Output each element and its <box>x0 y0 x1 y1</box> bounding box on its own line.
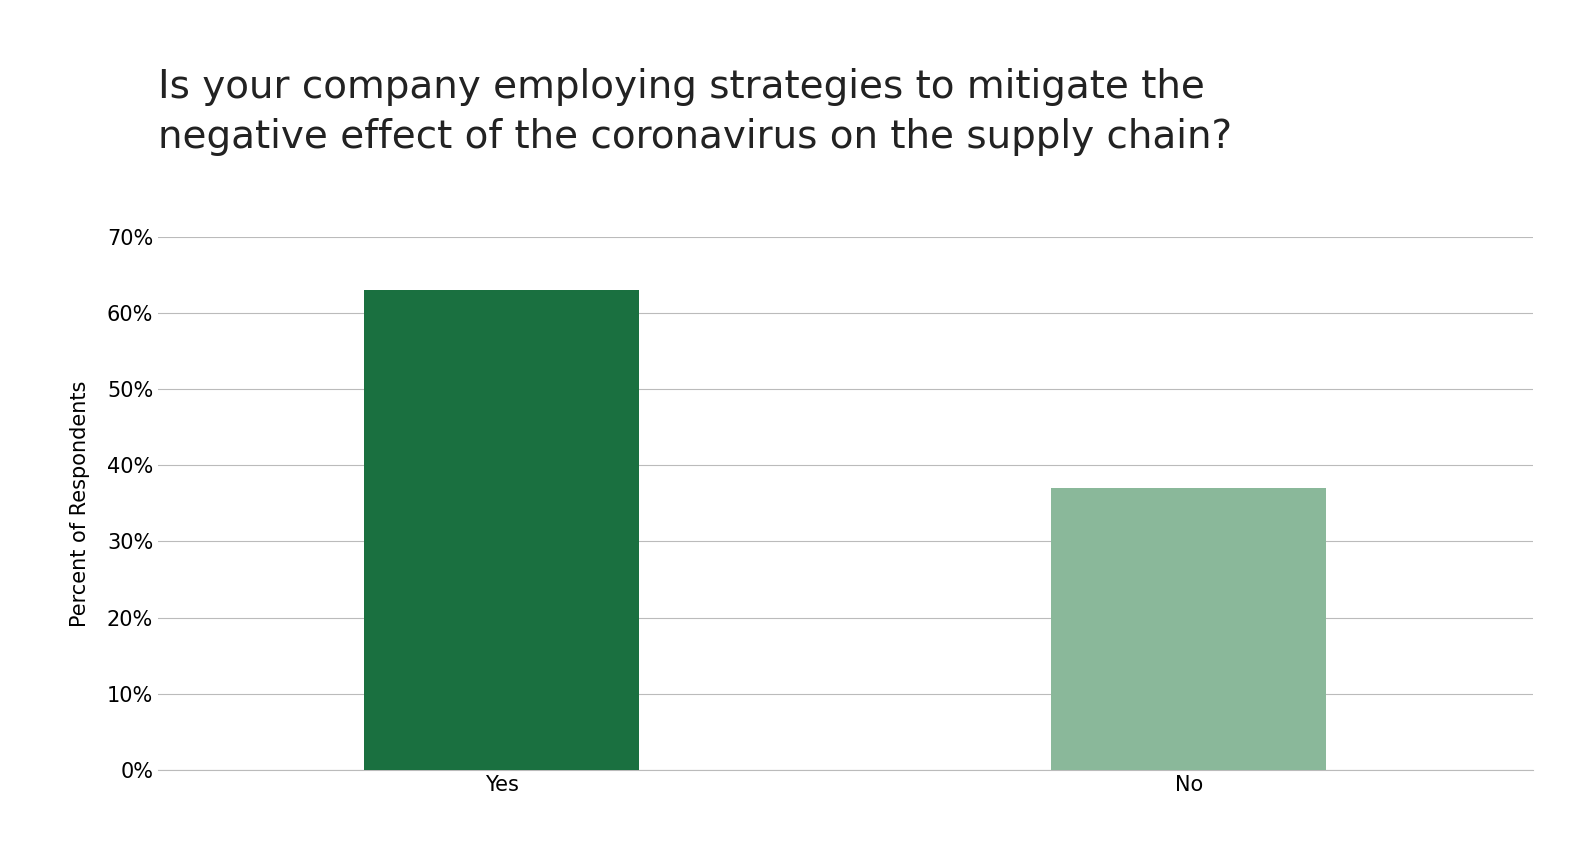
Text: Is your company employing strategies to mitigate the
negative effect of the coro: Is your company employing strategies to … <box>158 68 1232 156</box>
Bar <box>1052 488 1327 770</box>
Bar <box>363 290 638 770</box>
Y-axis label: Percent of Respondents: Percent of Respondents <box>70 380 90 627</box>
